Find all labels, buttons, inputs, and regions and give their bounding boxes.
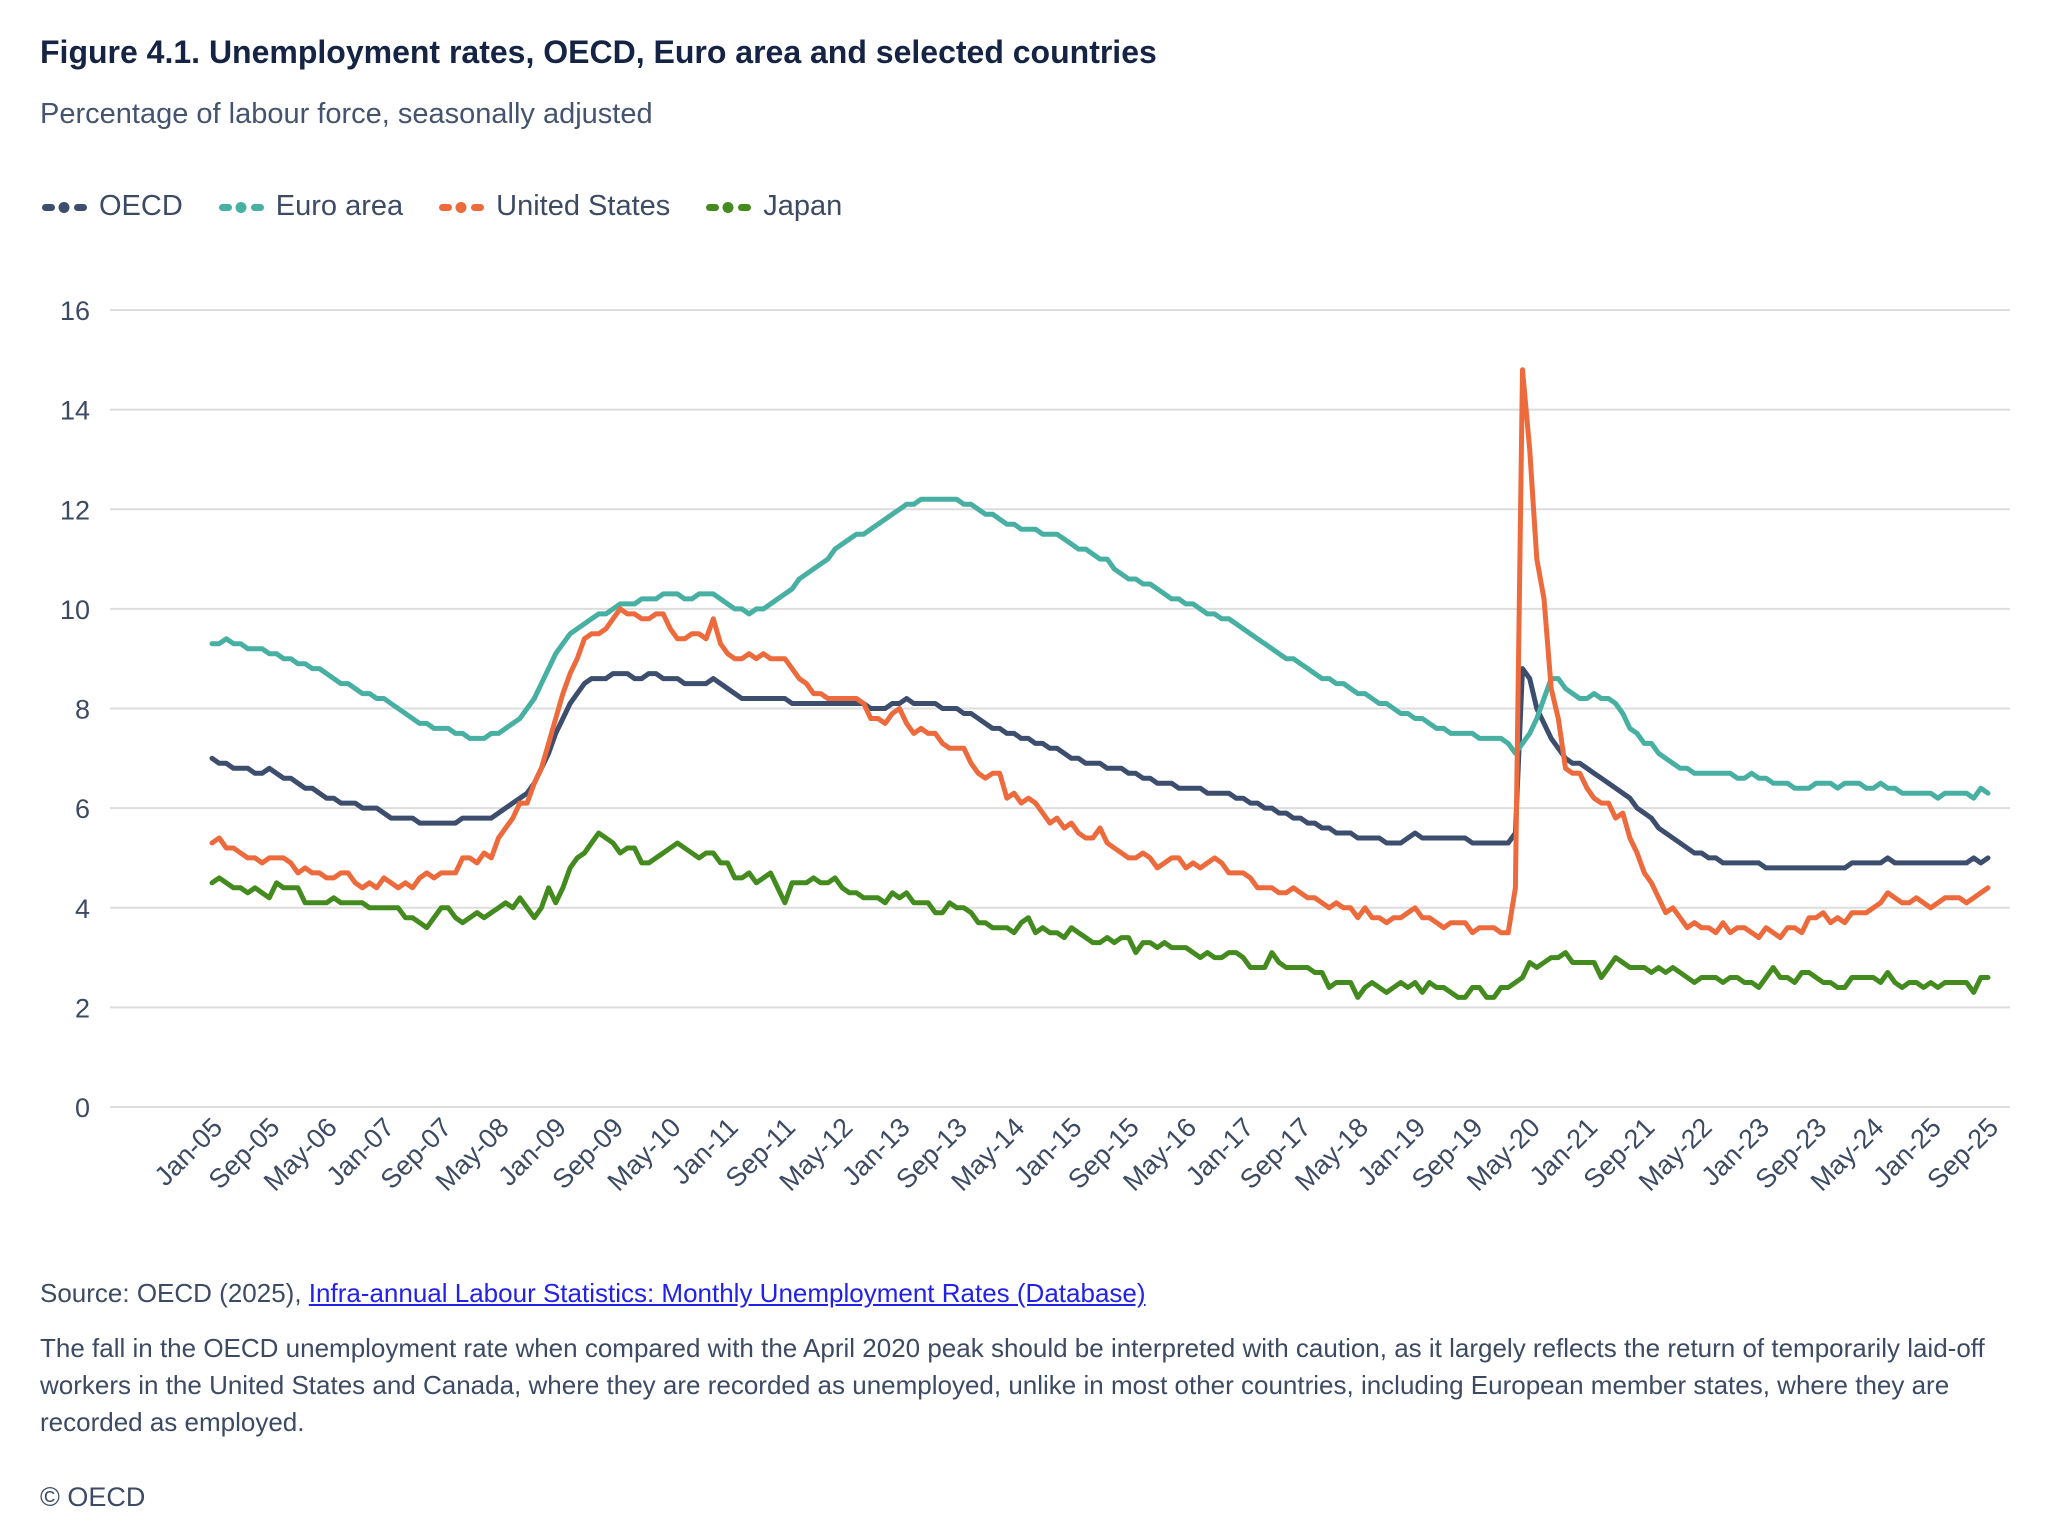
y-tick-label-12: 12	[60, 495, 90, 525]
legend-dash-dot-marker	[706, 201, 752, 213]
legend-label: United States	[496, 190, 671, 222]
copyright-notice: © OECD	[40, 1482, 146, 1512]
unemployment-line-chart: 0246810121416Jan-05Sep-05May-06Jan-07Sep…	[60, 296, 2010, 1197]
figure-title: Figure 4.1. Unemployment rates, OECD, Eu…	[40, 34, 1157, 70]
series-line-oecd	[209, 666, 1991, 871]
y-tick-label-8: 8	[75, 695, 90, 725]
legend-item-united-states: United States	[439, 190, 670, 223]
figure-footnote: The fall in the OECD unemployment rate w…	[40, 1333, 1985, 1437]
y-tick-label-0: 0	[75, 1093, 90, 1123]
chart-area: 0 2 4 6 8 10 12 14 16 Jan-05 Sep-05 May-06 Jan-07 Sep…	[0, 240, 2048, 1270]
legend: OECD Euro area United States Japan	[42, 190, 842, 223]
y-tick-label-6: 6	[75, 794, 90, 824]
legend-item-japan: Japan	[706, 190, 842, 223]
source-line: Source: OECD (2025), Infra-annual Labour…	[40, 1278, 1146, 1309]
legend-label: Japan	[763, 190, 843, 222]
y-tick-label-4: 4	[75, 894, 90, 924]
legend-dash-dot-marker	[218, 201, 264, 213]
legend-dash-dot-marker	[42, 201, 87, 213]
legend-item-euro-area: Euro area	[218, 190, 404, 223]
legend-label: OECD	[99, 190, 183, 222]
y-tick-label-10: 10	[60, 595, 90, 625]
legend-item-oecd: OECD	[42, 190, 183, 223]
y-tick-label-16: 16	[60, 296, 90, 326]
y-tick-label-14: 14	[60, 396, 90, 426]
source-database-link[interactable]: Infra-annual Labour Statistics: Monthly …	[308, 1278, 1146, 1308]
figure-subtitle: Percentage of labour force, seasonally a…	[40, 98, 653, 130]
legend-dash-dot-marker	[439, 201, 485, 213]
series-line-united-states	[209, 367, 1991, 941]
source-prefix: Source: OECD (2025),	[40, 1278, 309, 1308]
series-line-euro-area	[209, 496, 1991, 801]
series-line-japan	[209, 830, 1991, 1000]
legend-label: Euro area	[275, 190, 404, 222]
y-tick-label-2: 2	[75, 993, 90, 1023]
